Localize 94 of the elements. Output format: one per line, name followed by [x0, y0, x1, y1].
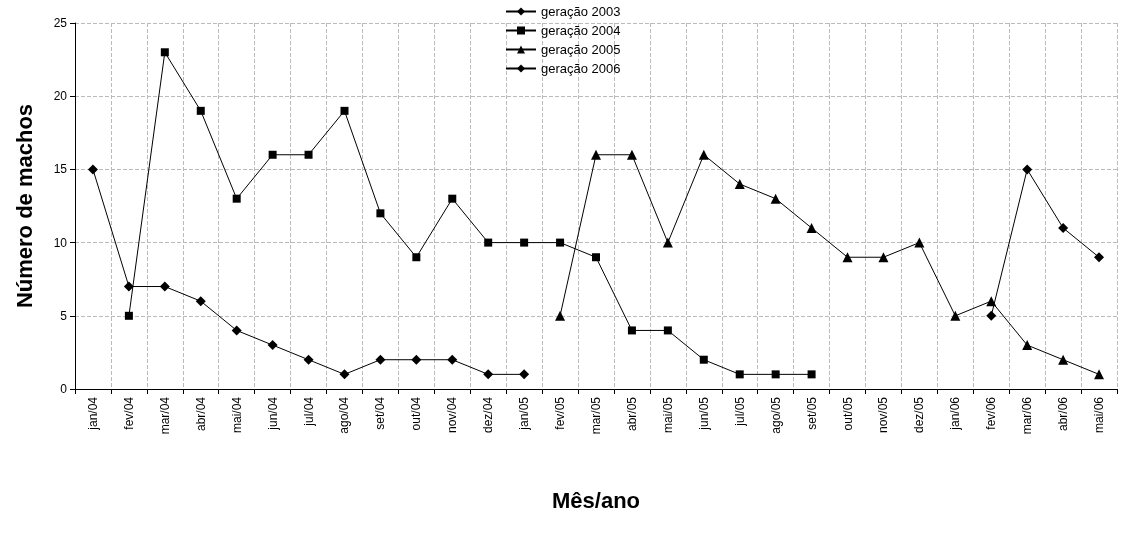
- point: [124, 311, 133, 320]
- point: [87, 164, 98, 175]
- point: [663, 326, 672, 335]
- point: [806, 222, 817, 233]
- point: [483, 369, 494, 380]
- x-tick-label: out/05: [840, 396, 855, 431]
- legend-label: geração 2005: [541, 42, 621, 57]
- point: [484, 238, 493, 247]
- x-tick-label: jun/05: [696, 396, 711, 431]
- point: [340, 106, 349, 115]
- point: [662, 237, 673, 248]
- point: [123, 281, 134, 292]
- y-tick-label: 0: [60, 382, 68, 396]
- x-tick-label: dez/04: [481, 396, 496, 434]
- y-tick-label: 20: [53, 89, 68, 104]
- point: [627, 326, 636, 335]
- point: [376, 209, 385, 218]
- point: [986, 296, 997, 307]
- point: [556, 238, 565, 247]
- point: [734, 179, 745, 190]
- x-tick-label: abr/04: [193, 396, 208, 432]
- legend-label: geração 2006: [541, 61, 621, 76]
- point: [699, 355, 708, 364]
- x-tick-label: nov/04: [445, 396, 460, 434]
- x-tick-label: mar/05: [589, 396, 603, 435]
- point: [339, 369, 350, 380]
- x-tick-label: jul/04: [301, 396, 316, 427]
- x-tick-label: fev/06: [984, 396, 999, 430]
- point: [520, 238, 529, 247]
- point: [448, 194, 457, 203]
- x-tick-label: ago/05: [768, 396, 783, 434]
- x-tick-label: set/04: [373, 396, 388, 430]
- point: [519, 369, 530, 380]
- x-tick-label: mai/05: [660, 396, 675, 434]
- point: [950, 310, 961, 321]
- point: [447, 354, 458, 365]
- point: [231, 325, 242, 336]
- point: [160, 48, 169, 57]
- point: [195, 296, 206, 307]
- point: [304, 150, 313, 159]
- point: [592, 253, 600, 262]
- point: [771, 370, 780, 379]
- point: [159, 281, 170, 292]
- x-tick-label: out/04: [409, 396, 424, 431]
- x-tick-label: mar/04: [157, 396, 172, 435]
- point: [1094, 252, 1105, 263]
- x-tick-label: jan/04: [85, 396, 100, 431]
- point: [878, 252, 889, 263]
- x-tick-label: fev/05: [553, 396, 568, 430]
- point: [196, 106, 205, 115]
- point: [412, 253, 421, 262]
- x-tick-label: abr/05: [624, 396, 639, 432]
- point: [626, 149, 637, 160]
- point: [986, 310, 997, 321]
- point: [914, 237, 925, 248]
- point: [842, 252, 853, 263]
- x-tick-label: jun/04: [265, 396, 280, 431]
- x-tick-label: set/05: [804, 396, 819, 430]
- point: [1022, 340, 1033, 351]
- point: [555, 310, 566, 321]
- y-tick-label: 15: [53, 162, 68, 177]
- legend-label: geração 2003: [541, 4, 621, 19]
- point: [591, 149, 601, 160]
- x-axis-title: Mês/ano: [551, 487, 641, 513]
- x-tick-label: fev/04: [121, 396, 136, 430]
- point: [735, 370, 744, 379]
- y-tick-label: 5: [60, 308, 68, 323]
- point: [1094, 369, 1105, 380]
- point: [303, 354, 314, 365]
- y-tick-label: 10: [53, 235, 68, 250]
- x-tick-label: mai/04: [229, 396, 244, 434]
- y-axis-title: Número de machos: [11, 103, 37, 309]
- x-tick-label: dez/05: [912, 396, 927, 434]
- x-tick-label: mai/06: [1092, 396, 1107, 434]
- x-tick-label: ago/04: [337, 396, 352, 434]
- point: [232, 194, 241, 203]
- point: [1058, 354, 1069, 365]
- point: [1022, 164, 1033, 175]
- x-tick-label: nov/05: [876, 396, 891, 434]
- point: [1058, 222, 1069, 233]
- point: [375, 354, 386, 365]
- x-tick-label: abr/06: [1056, 396, 1071, 432]
- point: [411, 354, 422, 365]
- x-tick-label: jul/05: [732, 396, 747, 427]
- y-tick-label: 25: [53, 16, 68, 30]
- x-tick-label: jan/05: [517, 396, 532, 431]
- point: [267, 340, 278, 351]
- point: [807, 370, 816, 379]
- x-tick-label: jan/06: [948, 396, 963, 431]
- point: [268, 150, 277, 159]
- x-tick-label: mar/06: [1020, 396, 1035, 435]
- legend-label: geração 2004: [541, 23, 621, 38]
- point: [698, 149, 709, 160]
- point: [770, 193, 781, 204]
